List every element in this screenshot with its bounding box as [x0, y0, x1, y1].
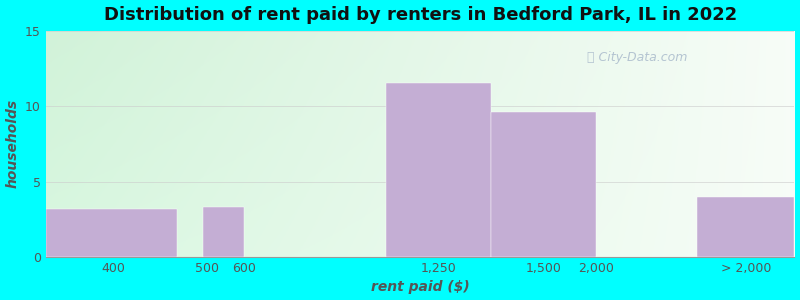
Bar [491, 112, 596, 257]
X-axis label: rent paid ($): rent paid ($) [370, 280, 470, 294]
Text: ⓘ City-Data.com: ⓘ City-Data.com [587, 51, 687, 64]
Y-axis label: households: households [6, 99, 19, 188]
Bar [386, 83, 491, 257]
Bar [697, 197, 794, 257]
Bar [46, 209, 177, 257]
Bar [203, 207, 244, 257]
Title: Distribution of rent paid by renters in Bedford Park, IL in 2022: Distribution of rent paid by renters in … [103, 6, 737, 24]
